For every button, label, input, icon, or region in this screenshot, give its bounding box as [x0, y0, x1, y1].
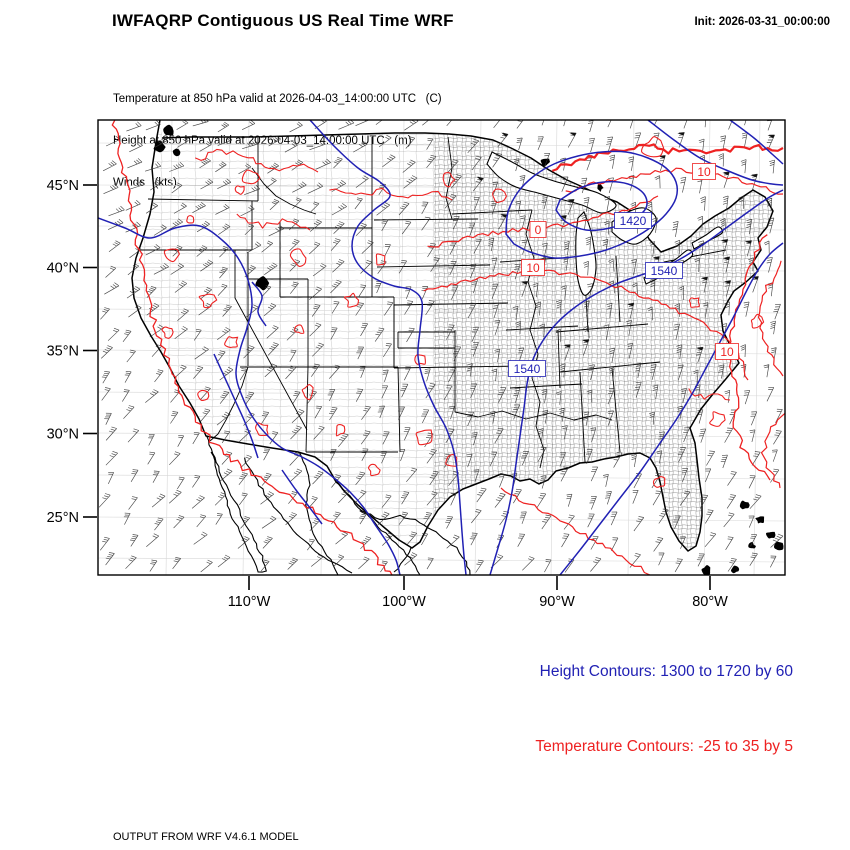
county-texture — [132, 128, 773, 551]
state-borders — [138, 136, 727, 469]
init-time-label: Init: 2026-03-31_00:00:00 — [694, 16, 830, 28]
lon-tick-label: 80°W — [692, 594, 728, 610]
lon-tick-label: 90°W — [539, 594, 575, 610]
temperature-contours — [111, 120, 785, 575]
contour-legend: Height Contours: 1300 to 1720 by 60 Temp… — [535, 609, 793, 809]
map-frame-and-axes: 45°N 40°N 35°N 30°N 25°N 110°W 100°W 90°W 80°W — [47, 119, 786, 610]
contour-labels: 1420 1540 1540 0 10 10 10 — [508, 163, 739, 377]
wind-barbs — [98, 120, 784, 573]
model-footer: OUTPUT FROM WRF V4.6.1 MODEL WE = 580 ; … — [113, 804, 546, 850]
lat-tick-label: 45°N — [47, 178, 79, 194]
legend-height-contours: Height Contours: 1300 to 1720 by 60 — [539, 663, 793, 680]
contour-label-height: 1540 — [514, 362, 541, 376]
field-info-temperature: Temperature at 850 hPa valid at 2026-04-… — [113, 93, 442, 105]
lat-tick-label: 35°N — [47, 344, 79, 360]
height-contours — [98, 120, 784, 575]
lon-tick-label: 110°W — [228, 594, 271, 610]
contour-label-height: 1420 — [620, 214, 647, 228]
contour-label-height: 1540 — [651, 264, 678, 278]
footer-model-version: OUTPUT FROM WRF V4.6.1 MODEL — [113, 831, 299, 843]
page-title: IWFAQRP Contiguous US Real Time WRF — [112, 11, 454, 30]
contour-label-temp: 0 — [535, 223, 542, 237]
lat-tick-label: 30°N — [47, 427, 79, 443]
lat-tick-label: 40°N — [47, 261, 79, 277]
contour-label-temp: 10 — [720, 345, 734, 359]
lat-tick-label: 25°N — [47, 510, 79, 526]
lon-tick-label: 100°W — [382, 594, 426, 610]
contour-label-temp: 10 — [526, 261, 540, 275]
contour-label-temp: 10 — [697, 165, 711, 179]
legend-temperature-contours: Temperature Contours: -25 to 35 by 5 — [535, 738, 793, 755]
